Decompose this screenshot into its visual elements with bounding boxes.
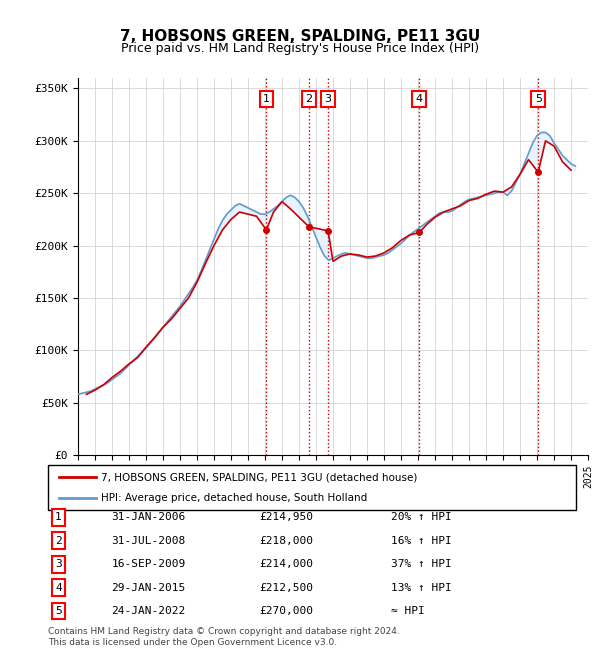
Text: Contains HM Land Registry data © Crown copyright and database right 2024.
This d: Contains HM Land Registry data © Crown c… bbox=[48, 627, 400, 647]
Text: 1: 1 bbox=[55, 512, 62, 523]
Text: 3: 3 bbox=[325, 94, 332, 104]
Text: 3: 3 bbox=[55, 559, 62, 569]
Text: 7, HOBSONS GREEN, SPALDING, PE11 3GU: 7, HOBSONS GREEN, SPALDING, PE11 3GU bbox=[120, 29, 480, 44]
FancyBboxPatch shape bbox=[48, 465, 576, 510]
Text: 5: 5 bbox=[55, 606, 62, 616]
Text: ≈ HPI: ≈ HPI bbox=[391, 606, 425, 616]
Text: 16-SEP-2009: 16-SEP-2009 bbox=[112, 559, 185, 569]
Text: £212,500: £212,500 bbox=[259, 582, 313, 593]
Text: 24-JAN-2022: 24-JAN-2022 bbox=[112, 606, 185, 616]
Text: 1: 1 bbox=[263, 94, 270, 104]
Text: £214,000: £214,000 bbox=[259, 559, 313, 569]
Text: 2: 2 bbox=[55, 536, 62, 546]
Text: 5: 5 bbox=[535, 94, 542, 104]
Text: 31-JAN-2006: 31-JAN-2006 bbox=[112, 512, 185, 523]
Text: 4: 4 bbox=[416, 94, 423, 104]
Text: 31-JUL-2008: 31-JUL-2008 bbox=[112, 536, 185, 546]
Text: £218,000: £218,000 bbox=[259, 536, 313, 546]
Text: £270,000: £270,000 bbox=[259, 606, 313, 616]
Text: Price paid vs. HM Land Registry's House Price Index (HPI): Price paid vs. HM Land Registry's House … bbox=[121, 42, 479, 55]
Text: 20% ↑ HPI: 20% ↑ HPI bbox=[391, 512, 452, 523]
Text: 2: 2 bbox=[305, 94, 313, 104]
Text: 4: 4 bbox=[55, 582, 62, 593]
Text: 29-JAN-2015: 29-JAN-2015 bbox=[112, 582, 185, 593]
Text: 13% ↑ HPI: 13% ↑ HPI bbox=[391, 582, 452, 593]
Text: £214,950: £214,950 bbox=[259, 512, 313, 523]
Text: HPI: Average price, detached house, South Holland: HPI: Average price, detached house, Sout… bbox=[101, 493, 367, 502]
Text: 7, HOBSONS GREEN, SPALDING, PE11 3GU (detached house): 7, HOBSONS GREEN, SPALDING, PE11 3GU (de… bbox=[101, 473, 417, 482]
Text: 16% ↑ HPI: 16% ↑ HPI bbox=[391, 536, 452, 546]
Text: 37% ↑ HPI: 37% ↑ HPI bbox=[391, 559, 452, 569]
